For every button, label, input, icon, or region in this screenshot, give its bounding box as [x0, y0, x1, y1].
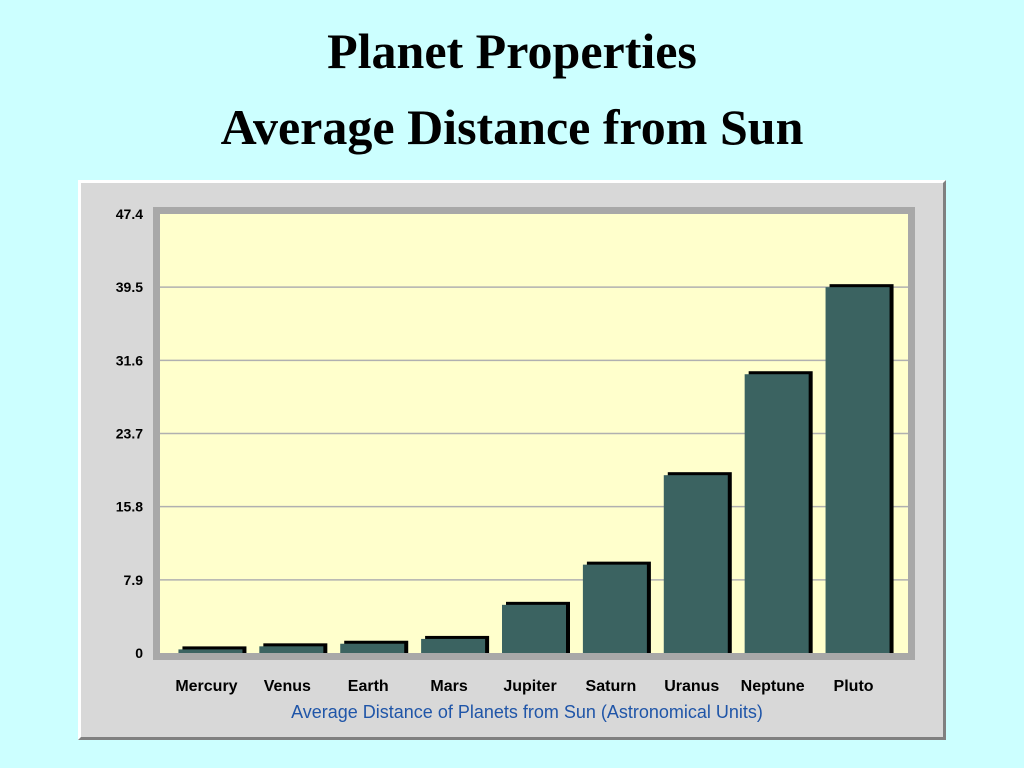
y-tick-label: 7.9	[124, 572, 144, 588]
bar	[825, 287, 890, 653]
y-tick-label: 0	[135, 645, 143, 661]
x-tick-label: Earth	[348, 678, 389, 695]
x-tick-label: Neptune	[741, 678, 805, 695]
x-tick-label: Uranus	[664, 678, 719, 695]
x-tick-label: Mars	[430, 678, 467, 695]
x-tick-label: Venus	[264, 678, 311, 695]
bar	[259, 646, 324, 653]
x-tick-label: Pluto	[834, 678, 874, 695]
x-tick-label: Mercury	[175, 678, 237, 695]
x-tick-label: Jupiter	[503, 678, 556, 695]
bar	[502, 604, 566, 653]
y-tick-label: 31.6	[116, 352, 143, 368]
x-axis-label: Average Distance of Planets from Sun (As…	[291, 702, 763, 722]
bar	[421, 638, 486, 653]
y-tick-label: 39.5	[116, 279, 143, 295]
bar	[663, 475, 728, 653]
bar	[582, 564, 647, 653]
bar	[340, 643, 405, 653]
slide-title-line-2: Average Distance from Sun	[220, 99, 804, 155]
y-tick-label: 23.7	[116, 426, 143, 442]
slide-title-line-1: Planet Properties	[327, 23, 697, 79]
bar	[178, 649, 243, 653]
bar	[744, 374, 809, 653]
x-tick-label: Saturn	[586, 678, 637, 695]
y-tick-label: 47.4	[116, 206, 143, 222]
y-tick-label: 15.8	[116, 499, 143, 515]
